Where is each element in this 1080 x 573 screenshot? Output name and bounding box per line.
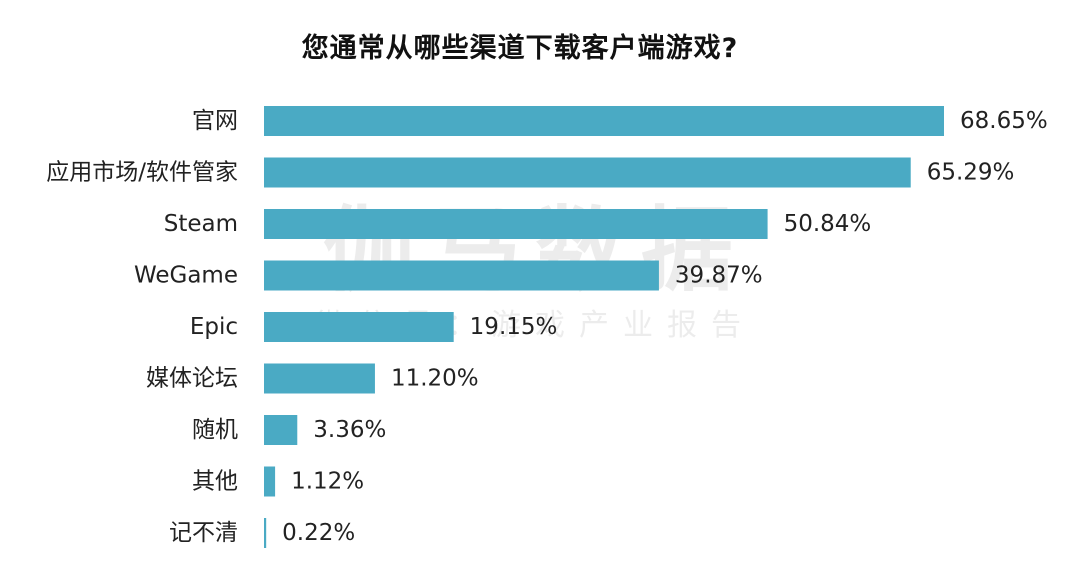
bar-2 <box>264 209 768 239</box>
category-label-4: Epic <box>190 314 238 340</box>
value-label-4: 19.15% <box>470 314 558 340</box>
category-label-1: 应用市场/软件管家 <box>46 160 238 186</box>
category-label-3: WeGame <box>134 263 238 289</box>
value-label-5: 11.20% <box>391 366 479 392</box>
category-label-8: 记不清 <box>169 520 238 546</box>
bar-0 <box>264 106 944 136</box>
value-label-2: 50.84% <box>784 211 872 237</box>
bar-1 <box>264 157 911 188</box>
bar-7 <box>264 466 276 497</box>
category-label-5: 媒体论坛 <box>146 366 238 392</box>
value-label-7: 1.12% <box>291 469 364 495</box>
bar-6 <box>264 415 298 445</box>
bar-3 <box>264 260 659 291</box>
value-label-8: 0.22% <box>282 520 355 546</box>
value-label-3: 39.87% <box>675 263 763 289</box>
bar-5 <box>264 363 375 394</box>
value-label-1: 65.29% <box>927 160 1015 186</box>
category-label-2: Steam <box>164 211 238 237</box>
category-label-7: 其他 <box>192 469 238 495</box>
category-label-6: 随机 <box>192 417 238 443</box>
value-label-6: 3.36% <box>313 417 386 443</box>
bar-8 <box>264 518 267 548</box>
chart-title: 您通常从哪些渠道下载客户端游戏? <box>301 33 739 64</box>
category-label-0: 官网 <box>192 108 238 134</box>
bar-4 <box>264 312 454 342</box>
value-label-0: 68.65% <box>960 108 1048 134</box>
